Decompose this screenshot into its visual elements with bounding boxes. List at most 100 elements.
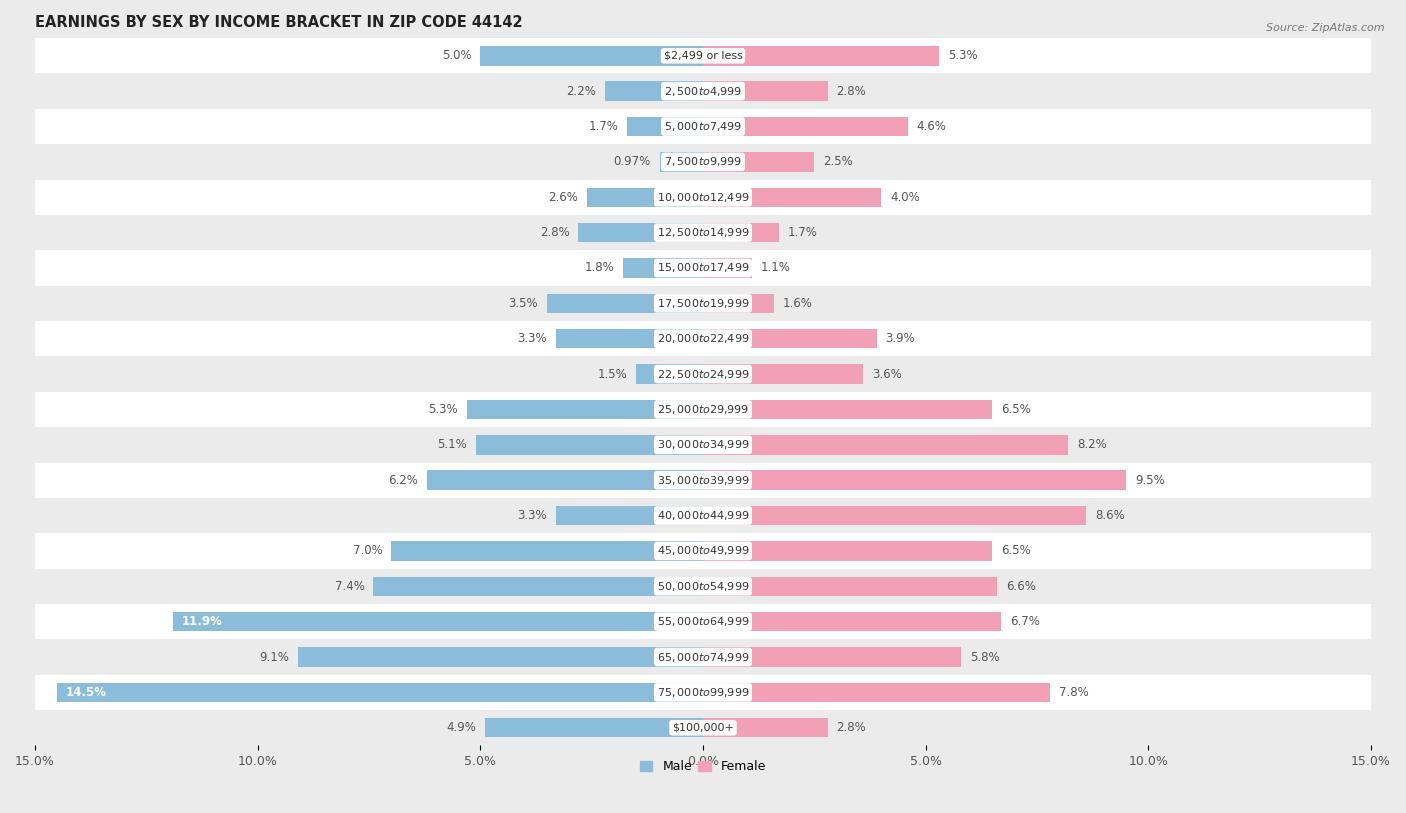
- Text: 6.7%: 6.7%: [1011, 615, 1040, 628]
- Bar: [374, 576, 703, 596]
- Bar: [35, 109, 1371, 144]
- Text: $35,000 to $39,999: $35,000 to $39,999: [657, 474, 749, 487]
- Text: 2.8%: 2.8%: [540, 226, 569, 239]
- Text: 2.8%: 2.8%: [837, 721, 866, 734]
- Bar: [58, 683, 703, 702]
- Bar: [636, 364, 703, 384]
- Text: 8.2%: 8.2%: [1077, 438, 1107, 451]
- Bar: [703, 471, 1126, 490]
- Text: 8.6%: 8.6%: [1095, 509, 1125, 522]
- Bar: [481, 46, 703, 66]
- Bar: [703, 400, 993, 420]
- Text: $55,000 to $64,999: $55,000 to $64,999: [657, 615, 749, 628]
- Bar: [703, 718, 828, 737]
- Bar: [588, 188, 703, 207]
- Text: 5.8%: 5.8%: [970, 650, 1000, 663]
- Bar: [703, 506, 1085, 525]
- Bar: [703, 541, 993, 561]
- Text: $40,000 to $44,999: $40,000 to $44,999: [657, 509, 749, 522]
- Text: $30,000 to $34,999: $30,000 to $34,999: [657, 438, 749, 451]
- Text: 3.3%: 3.3%: [517, 509, 547, 522]
- Text: $10,000 to $12,499: $10,000 to $12,499: [657, 191, 749, 204]
- Text: 5.0%: 5.0%: [441, 50, 471, 63]
- Bar: [35, 463, 1371, 498]
- Bar: [703, 117, 908, 137]
- Bar: [173, 612, 703, 632]
- Text: $75,000 to $99,999: $75,000 to $99,999: [657, 686, 749, 699]
- Bar: [659, 152, 703, 172]
- Bar: [35, 675, 1371, 710]
- Text: 2.8%: 2.8%: [837, 85, 866, 98]
- Bar: [703, 612, 1001, 632]
- Bar: [35, 250, 1371, 285]
- Text: 6.5%: 6.5%: [1001, 403, 1031, 416]
- Bar: [555, 506, 703, 525]
- Bar: [35, 498, 1371, 533]
- Bar: [35, 356, 1371, 392]
- Bar: [298, 647, 703, 667]
- Bar: [703, 435, 1069, 454]
- Text: $22,500 to $24,999: $22,500 to $24,999: [657, 367, 749, 380]
- Bar: [547, 293, 703, 313]
- Text: 1.5%: 1.5%: [598, 367, 627, 380]
- Bar: [703, 188, 882, 207]
- Text: 2.6%: 2.6%: [548, 191, 578, 204]
- Text: 3.6%: 3.6%: [872, 367, 903, 380]
- Bar: [427, 471, 703, 490]
- Bar: [35, 427, 1371, 463]
- Bar: [623, 259, 703, 278]
- Text: 1.7%: 1.7%: [787, 226, 817, 239]
- Bar: [703, 576, 997, 596]
- Text: $5,000 to $7,499: $5,000 to $7,499: [664, 120, 742, 133]
- Text: EARNINGS BY SEX BY INCOME BRACKET IN ZIP CODE 44142: EARNINGS BY SEX BY INCOME BRACKET IN ZIP…: [35, 15, 523, 30]
- Text: $17,500 to $19,999: $17,500 to $19,999: [657, 297, 749, 310]
- Bar: [475, 435, 703, 454]
- Bar: [35, 285, 1371, 321]
- Bar: [35, 73, 1371, 109]
- Bar: [703, 364, 863, 384]
- Text: $50,000 to $54,999: $50,000 to $54,999: [657, 580, 749, 593]
- Bar: [605, 81, 703, 101]
- Bar: [703, 46, 939, 66]
- Text: 2.2%: 2.2%: [567, 85, 596, 98]
- Legend: Male, Female: Male, Female: [636, 755, 770, 778]
- Text: Source: ZipAtlas.com: Source: ZipAtlas.com: [1267, 23, 1385, 33]
- Text: $45,000 to $49,999: $45,000 to $49,999: [657, 545, 749, 558]
- Text: $20,000 to $22,499: $20,000 to $22,499: [657, 333, 749, 346]
- Text: 3.5%: 3.5%: [509, 297, 538, 310]
- Bar: [35, 710, 1371, 746]
- Bar: [35, 392, 1371, 427]
- Text: 1.7%: 1.7%: [589, 120, 619, 133]
- Bar: [35, 144, 1371, 180]
- Bar: [467, 400, 703, 420]
- Text: 9.1%: 9.1%: [259, 650, 288, 663]
- Text: 7.0%: 7.0%: [353, 545, 382, 558]
- Bar: [578, 223, 703, 242]
- Bar: [35, 180, 1371, 215]
- Bar: [35, 639, 1371, 675]
- Bar: [703, 223, 779, 242]
- Bar: [703, 647, 962, 667]
- Bar: [35, 568, 1371, 604]
- Bar: [703, 152, 814, 172]
- Text: 6.6%: 6.6%: [1005, 580, 1036, 593]
- Bar: [703, 259, 752, 278]
- Bar: [391, 541, 703, 561]
- Bar: [35, 604, 1371, 639]
- Text: 5.3%: 5.3%: [948, 50, 977, 63]
- Text: $12,500 to $14,999: $12,500 to $14,999: [657, 226, 749, 239]
- Bar: [703, 329, 877, 349]
- Text: 4.0%: 4.0%: [890, 191, 920, 204]
- Bar: [627, 117, 703, 137]
- Text: 6.5%: 6.5%: [1001, 545, 1031, 558]
- Text: 1.1%: 1.1%: [761, 262, 790, 275]
- Text: 6.2%: 6.2%: [388, 474, 418, 487]
- Bar: [35, 215, 1371, 250]
- Text: 3.3%: 3.3%: [517, 333, 547, 346]
- Text: 5.1%: 5.1%: [437, 438, 467, 451]
- Text: $2,500 to $4,999: $2,500 to $4,999: [664, 85, 742, 98]
- Text: 1.6%: 1.6%: [783, 297, 813, 310]
- Text: 3.9%: 3.9%: [886, 333, 915, 346]
- Bar: [703, 81, 828, 101]
- Text: $65,000 to $74,999: $65,000 to $74,999: [657, 650, 749, 663]
